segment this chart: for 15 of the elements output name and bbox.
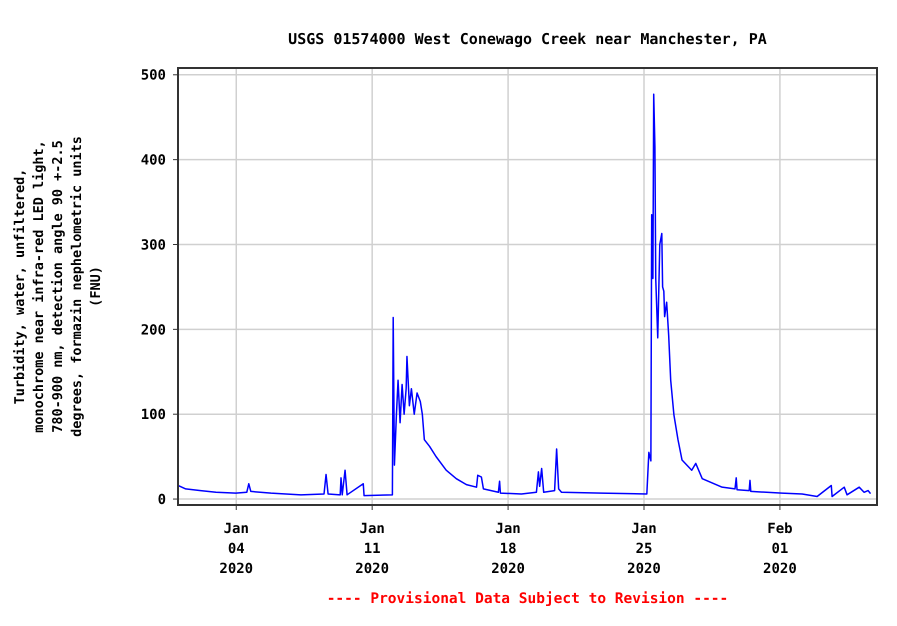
y-tick-label: 0 (158, 492, 166, 508)
x-tick-label: Jan 04 2020 (219, 521, 254, 577)
x-tick-label: Jan 11 2020 (355, 521, 390, 577)
y-tick-label: 100 (140, 407, 166, 424)
x-tick-label: Feb 01 2020 (763, 521, 797, 577)
chart-title: USGS 01574000 West Conewago Creek near Manchester, PA (288, 30, 767, 48)
y-tick-label: 200 (140, 322, 166, 338)
line-series (178, 94, 871, 498)
y-axis-title: Turbidity, water, unfiltered, monochrome near infra-red LED light, 780-900 nm, detection angle 90 +-2.5 degrees, formazin nephelometric units (FNU) (12, 136, 104, 437)
text: ---- Provisional Data Subject to Revision ---- (326, 591, 728, 607)
y-tick-label: 500 (140, 68, 166, 84)
x-tick-label: Jan 25 2020 (627, 521, 661, 577)
x-tick-label: Jan 18 2020 (491, 521, 525, 577)
y-tick-label: 300 (140, 237, 166, 254)
y-tick-label: 400 (140, 152, 166, 169)
